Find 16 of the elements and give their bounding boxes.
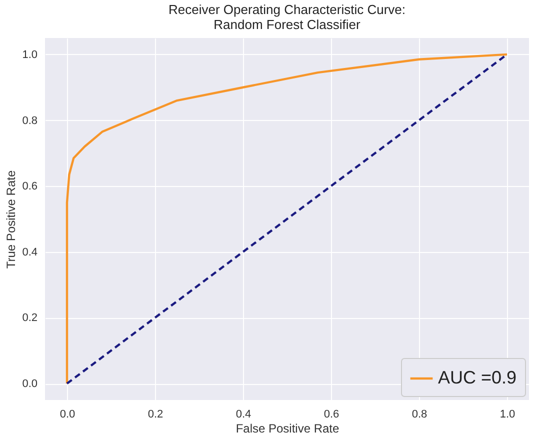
y-tick-label: 0.0	[22, 378, 38, 390]
x-tick-label: 0.2	[148, 408, 164, 420]
x-axis-title: False Positive Rate	[236, 422, 340, 436]
y-tick-label: 0.6	[22, 180, 38, 193]
x-tick-label: 0.6	[324, 408, 340, 420]
legend-label: AUC =0.9	[438, 368, 517, 388]
x-tick-label: 0.0	[60, 408, 76, 420]
x-tick-label: 0.8	[412, 408, 428, 420]
x-tick-label: 0.4	[236, 408, 252, 420]
y-axis-title: True Positive Rate	[4, 170, 18, 269]
x-tick-label: 1.0	[500, 408, 516, 420]
y-tick-label: 0.2	[22, 312, 38, 324]
y-tick-label: 0.8	[22, 114, 38, 127]
y-tick-label: 0.4	[22, 246, 38, 258]
y-tick-label: 1.0	[22, 48, 38, 61]
chart-title: Receiver Operating Characteristic Curve: Random Forest Classifier	[168, 2, 406, 32]
